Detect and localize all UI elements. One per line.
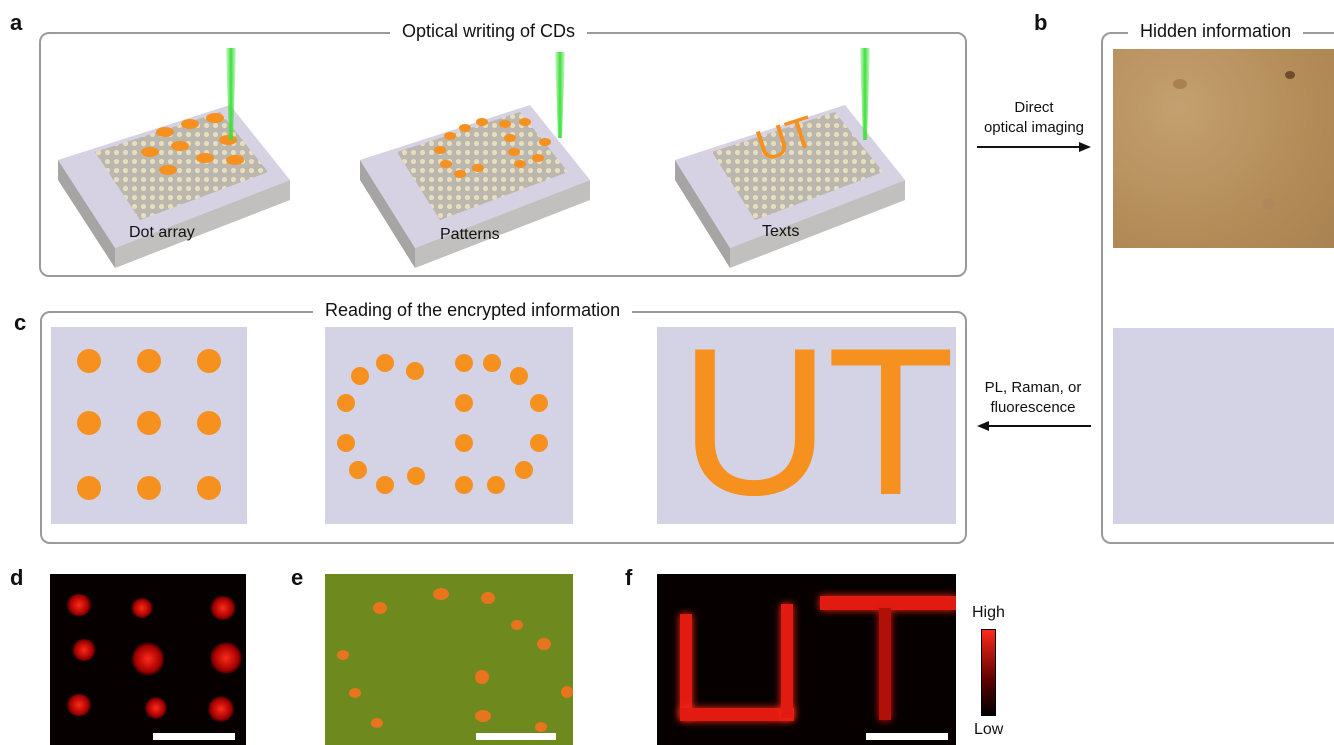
- scale-bar: [866, 733, 948, 740]
- surface-defect: [1263, 199, 1275, 209]
- right-arrow-icon: [977, 142, 1091, 152]
- cd-pattern-fluorescence-map: [325, 574, 573, 745]
- direct-imaging-label: Direct optical imaging: [983, 99, 1085, 136]
- emission-spot: [210, 642, 242, 674]
- reading-title: Reading of the encrypted information: [313, 300, 633, 321]
- orange-dot: [337, 394, 355, 412]
- panel-letter-c: c: [14, 310, 27, 335]
- orange-dot: [376, 354, 394, 372]
- emission-spot: [475, 670, 489, 684]
- orange-dot: [515, 461, 533, 479]
- dot-array-plate: [51, 327, 247, 524]
- emission-stroke: [680, 614, 692, 718]
- hidden-information-title: Hidden information: [1128, 21, 1304, 42]
- emission-spot: [208, 696, 234, 722]
- ut-text-raman-map: [657, 574, 956, 745]
- emission-spot: [511, 620, 523, 630]
- cd-pattern-plate: [325, 327, 573, 524]
- emission-spot: [561, 686, 573, 698]
- orange-dot: [455, 354, 473, 372]
- orange-dot: [406, 362, 424, 380]
- orange-dot: [351, 367, 369, 385]
- emission-spot: [131, 598, 153, 618]
- emission-spot: [535, 722, 547, 732]
- orange-dot: [487, 476, 505, 494]
- dot-array-slab: [58, 48, 290, 268]
- panel-letter-a: a: [10, 10, 23, 35]
- colorbar-high-label: High: [972, 604, 1005, 621]
- emission-spot: [210, 596, 236, 620]
- orange-dot: [77, 411, 101, 435]
- emission-stroke: [820, 596, 956, 610]
- readout-methods-label: PL, Raman, or fluorescence: [984, 379, 1082, 416]
- emission-spot: [373, 602, 387, 614]
- scale-bar: [153, 733, 235, 740]
- optical-writing-illustration: UT: [58, 48, 905, 268]
- orange-dot: [407, 467, 425, 485]
- orange-dot: [77, 476, 101, 500]
- emission-spot: [337, 650, 349, 660]
- emission-spot: [537, 638, 551, 650]
- orange-dot: [197, 349, 221, 373]
- surface-defect: [1173, 79, 1187, 89]
- emission-spot: [349, 688, 361, 698]
- orange-dot: [455, 394, 473, 412]
- left-arrow-icon: [977, 421, 1091, 431]
- orange-dot: [197, 411, 221, 435]
- emission-spot: [132, 642, 164, 676]
- dot-array-pl-map: [50, 574, 246, 745]
- orange-dot: [197, 476, 221, 500]
- scale-bar: [476, 733, 556, 740]
- dot-array-label: Dot array: [129, 224, 195, 241]
- orange-dot: [137, 349, 161, 373]
- orange-dot: [483, 354, 501, 372]
- orange-dot: [137, 476, 161, 500]
- surface-defect: [1285, 71, 1295, 79]
- orange-dot: [455, 476, 473, 494]
- ut-text: UT: [679, 327, 955, 524]
- panel-letter-f: f: [625, 565, 633, 590]
- emission-stroke: [680, 708, 794, 721]
- orange-dot: [376, 476, 394, 494]
- orange-dot: [510, 367, 528, 385]
- hidden-optical-image: [1113, 49, 1334, 248]
- panel-letter-d: d: [10, 565, 24, 590]
- emission-stroke: [781, 604, 793, 718]
- hidden-plate: [1113, 328, 1334, 524]
- ut-text-plate: UT: [657, 327, 956, 524]
- emission-spot: [145, 697, 167, 719]
- texts-slab: UT: [675, 48, 905, 268]
- emission-spot: [481, 592, 495, 604]
- panel-letter-b: b: [1034, 10, 1048, 35]
- patterns-label: Patterns: [440, 226, 500, 243]
- colorbar: [981, 629, 996, 716]
- orange-dot: [455, 434, 473, 452]
- panel-letter-e: e: [291, 565, 304, 590]
- orange-dot: [530, 394, 548, 412]
- patterns-slab: [360, 52, 590, 268]
- orange-dot: [137, 411, 161, 435]
- orange-dot: [530, 434, 548, 452]
- orange-dot: [337, 434, 355, 452]
- emission-spot: [66, 694, 92, 716]
- orange-dot: [349, 461, 367, 479]
- emission-spot: [371, 718, 383, 728]
- emission-stroke: [879, 608, 891, 720]
- emission-spot: [72, 639, 96, 661]
- emission-spot: [66, 594, 92, 616]
- optical-writing-title: Optical writing of CDs: [390, 21, 588, 42]
- texts-label: Texts: [762, 223, 800, 240]
- colorbar-low-label: Low: [974, 721, 1004, 738]
- emission-spot: [433, 588, 449, 600]
- emission-spot: [475, 710, 491, 722]
- orange-dot: [77, 349, 101, 373]
